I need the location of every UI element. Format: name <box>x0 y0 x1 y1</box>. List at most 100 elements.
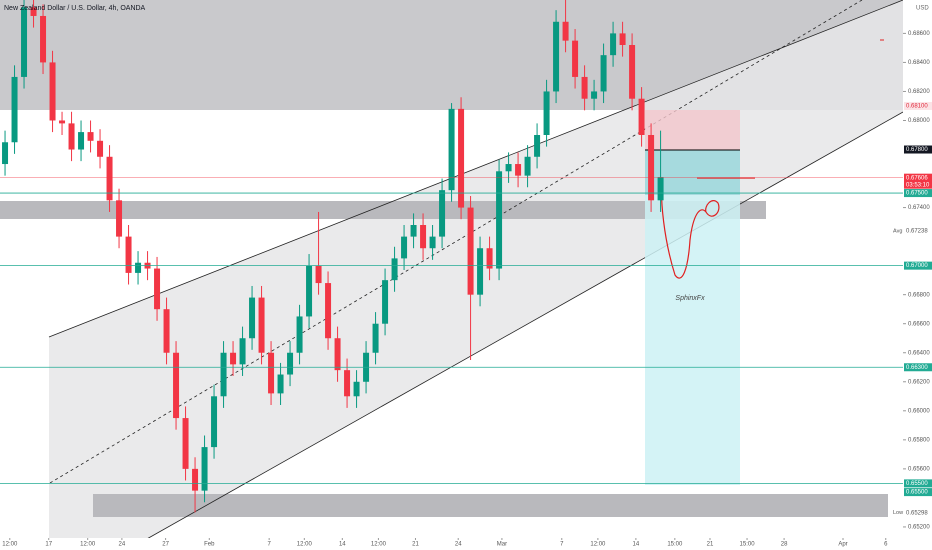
candle-body <box>306 265 313 317</box>
candle-body <box>648 135 655 201</box>
candle-body <box>591 91 598 99</box>
candle-body <box>581 76 588 99</box>
price-label: 0.67606 <box>906 175 928 181</box>
x-tick-label: 12:00 <box>590 542 606 548</box>
x-tick-label: Apr <box>838 542 847 548</box>
candle-body <box>68 123 75 150</box>
price-label-bg <box>904 479 932 488</box>
candle-body <box>268 352 275 394</box>
y-tick-label: 0.67400 <box>908 205 930 211</box>
candle-body <box>125 236 132 273</box>
price-label: 0.65500 <box>906 490 928 496</box>
candle-body <box>182 418 189 469</box>
x-tick-label: 21 <box>412 542 419 548</box>
x-tick-label: 12:00 <box>80 542 96 548</box>
candle-body <box>192 468 199 491</box>
candle-body <box>201 447 208 491</box>
x-tick-label: 15:00 <box>740 542 756 548</box>
support-zone <box>0 201 766 219</box>
candle-body <box>163 309 170 353</box>
price-label: 0.65500 <box>906 481 928 487</box>
candle-body <box>629 45 636 99</box>
price-label-bg <box>904 227 932 236</box>
candle-body <box>315 265 322 284</box>
candle-body <box>334 338 341 371</box>
x-tick-label: 14 <box>633 542 640 548</box>
candle-body <box>543 91 550 135</box>
candle-body <box>30 7 37 16</box>
candle-body <box>391 258 398 281</box>
candle-body <box>277 374 284 394</box>
price-label-bg <box>904 261 932 270</box>
candle-body <box>87 132 94 141</box>
x-tick-label: 7 <box>560 542 564 548</box>
candle-body <box>638 98 645 135</box>
price-label-bg <box>904 101 932 110</box>
price-label: 0.67000 <box>906 263 928 269</box>
channel-lower <box>144 111 904 541</box>
candle-body <box>230 352 237 365</box>
price-label-bg <box>904 363 932 372</box>
x-tick-label: 14 <box>339 542 346 548</box>
drawings <box>0 0 904 541</box>
price-label-bg <box>904 488 932 497</box>
candle-body <box>372 323 379 353</box>
candle-body <box>325 283 332 339</box>
x-tick-label: 17 <box>45 542 52 548</box>
candle-body <box>534 135 541 157</box>
price-label: 0.67238 <box>906 229 928 235</box>
x-tick-label: Mar <box>497 542 507 548</box>
chart-title: New Zealand Dollar / U.S. Dollar, 4h, OA… <box>4 5 146 12</box>
x-tick-label: Feb <box>204 542 215 548</box>
y-tick-label: 0.66600 <box>908 321 930 327</box>
channel-mid <box>49 0 863 484</box>
y-tick-label: 0.65600 <box>908 466 930 472</box>
candle-body <box>467 207 474 295</box>
price-label-bg <box>904 189 932 198</box>
candle-body <box>477 248 484 295</box>
x-tick-label: 21 <box>707 542 714 548</box>
candle-body <box>524 156 531 176</box>
candle-body <box>40 15 47 63</box>
x-tick-label: 6 <box>884 542 888 548</box>
candle-body <box>249 297 256 339</box>
candle-body <box>382 280 389 324</box>
countdown: 03:53:10 <box>906 182 930 188</box>
x-tick-label: 7 <box>267 542 271 548</box>
price-label: 0.66300 <box>906 365 928 371</box>
y-tick-label: 0.66800 <box>908 292 930 298</box>
candle-body <box>600 55 607 92</box>
candle-body <box>486 248 493 269</box>
candle-body <box>657 177 664 201</box>
x-tick-label: 12:00 <box>297 542 313 548</box>
candle-body <box>420 225 427 249</box>
candle-body <box>619 33 626 45</box>
candle-body <box>439 190 446 237</box>
y-tick-label: 0.68600 <box>908 31 930 37</box>
position-risk <box>645 110 740 150</box>
price-tag: Avg <box>893 229 902 235</box>
candle-body <box>21 7 28 77</box>
candle-body <box>154 268 161 310</box>
candle-body <box>562 21 569 41</box>
candle-body <box>401 236 408 259</box>
candle-body <box>173 352 180 419</box>
candle-body <box>458 108 465 208</box>
candle-body <box>429 236 436 249</box>
candle-body <box>78 132 85 150</box>
candles <box>0 0 903 513</box>
candle-body <box>505 164 512 172</box>
x-tick-label: 12:00 <box>2 542 18 548</box>
candle-body <box>258 297 265 353</box>
time-axis-bg <box>0 538 932 550</box>
candle-body <box>239 338 246 365</box>
candle-body <box>610 33 617 56</box>
candle-body <box>344 370 351 397</box>
candle-body <box>553 21 560 92</box>
y-tick-label: 0.68000 <box>908 118 930 124</box>
price-axis-bg <box>903 0 932 550</box>
candle-body <box>296 316 303 353</box>
x-tick-label: 24 <box>455 542 462 548</box>
